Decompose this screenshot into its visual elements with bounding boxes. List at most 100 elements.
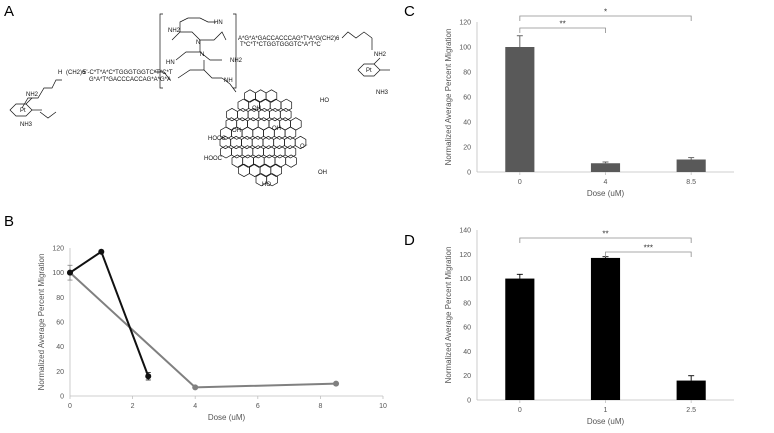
chart-d-y-axis-title: Normalized Average Percent Migration <box>444 247 453 384</box>
chart-c-y-tick-label-0: 0 <box>467 170 471 177</box>
graphene-hexagon-34 <box>284 135 296 150</box>
label-nh2-left: NH2 <box>26 92 39 98</box>
dna-left-top-strand: 5'-C*T*A*C*TGGGTGGTC*T*C*T <box>83 70 173 76</box>
graphene-hexagon-1 <box>255 89 267 103</box>
chart-d-y-tick-label-3: 60 <box>463 325 471 332</box>
graphene-hexagon-0 <box>244 89 256 103</box>
chart-d-significance-label-1: *** <box>644 244 653 253</box>
label-nh2-right: NH2 <box>230 58 243 64</box>
label-nh2-top: NH2 <box>168 28 181 34</box>
chart-c-y-tick-label-1: 20 <box>463 145 471 152</box>
graphene-hexagon-3 <box>237 98 250 112</box>
graphene-oxide-sheet <box>219 89 307 187</box>
label-hooc-left: HOOC <box>208 136 227 142</box>
graphene-hexagon-47 <box>274 154 287 168</box>
chart-b-x-tick-label-5: 10 <box>379 403 387 410</box>
chart-d-significance-label-0: ** <box>602 230 608 239</box>
label-oh-3: OH <box>232 128 241 134</box>
chart-b-x-axis-title: Dose (uM) <box>208 413 246 422</box>
chart-c-y-tick-label-2: 40 <box>463 120 471 127</box>
dna-right-top-strand: A*G*A*GACCACCCAG*T*A*G <box>238 36 320 42</box>
graphene-hexagon-50 <box>249 163 261 178</box>
label-pt-right: Pt <box>366 68 372 74</box>
chart-b-series-0-point-2 <box>145 373 152 380</box>
chart-c-y-tick-label-3: 60 <box>463 95 471 102</box>
chart-c-y-tick-label-4: 80 <box>463 70 471 77</box>
chart-b-x-tick-label-1: 2 <box>131 403 135 410</box>
label-n-2: N <box>200 52 204 58</box>
chart-b-y-tick-label-4: 80 <box>56 295 64 302</box>
chart-d-y-tick-label-2: 40 <box>463 349 471 356</box>
graphene-hexagon-29 <box>230 135 242 150</box>
chart-b-series-1-point-2 <box>333 380 340 387</box>
chart-b-x-tick-label-2: 4 <box>193 403 197 410</box>
graphene-hexagon-9 <box>237 107 249 122</box>
graphene-hexagon-6 <box>269 98 282 112</box>
chart-b-series-1-point-1 <box>192 384 199 391</box>
platinum-complex-left <box>9 97 57 119</box>
chart-b-series-1-line <box>69 271 337 389</box>
chart-d-y-tick-label-0: 0 <box>467 398 471 405</box>
label-oh-4: OH <box>318 170 327 176</box>
chart-d-bar-0 <box>505 278 535 400</box>
dna-right-bottom-strand: T*C*T*CTGGTGGGTC*A*T*C <box>240 42 321 48</box>
label-hn-2: HN <box>166 60 175 66</box>
label-nh-2: NH <box>224 78 233 84</box>
graphene-hexagon-23 <box>241 126 254 140</box>
graphene-hexagon-31 <box>251 135 264 150</box>
chart-c-significance-bracket-1 <box>519 15 692 21</box>
chart-c-x-tick-label-2: 8.5 <box>686 179 696 186</box>
graphene-hexagon-7 <box>280 98 293 112</box>
graphene-hexagon-51 <box>259 163 272 178</box>
graphene-hexagon-41 <box>273 145 286 159</box>
chart-c-significance-label-0: ** <box>560 20 566 29</box>
chart-c-significance-bracket-0 <box>519 27 606 33</box>
panel-letter-a: A <box>4 3 14 20</box>
linker-left: (CH2)6 <box>66 70 86 76</box>
label-oh-1: OH <box>252 106 261 112</box>
graphene-hexagon-8 <box>226 107 238 122</box>
label-o-minus: O⁻ <box>300 144 308 150</box>
label-nh3-left: NH3 <box>20 122 33 128</box>
chart-c-bar-2 <box>676 159 706 172</box>
chart-c-y-axis-title: Normalized Average Percent Migration <box>444 29 453 166</box>
chart-b-y-tick-label-2: 40 <box>56 344 64 351</box>
chart-b-y-tick-label-3: 60 <box>56 320 64 327</box>
graphene-hexagon-49 <box>238 163 250 178</box>
chart-d-bar-chart: 0 20 40 60 80 100 120 140 Normalized Average Per… <box>444 228 734 426</box>
label-cooh-top: HO <box>320 98 329 104</box>
chart-d-bar-2 <box>676 380 706 400</box>
chart-b-x-tick-label-0: 0 <box>68 403 72 410</box>
graphene-hexagon-32 <box>262 135 275 150</box>
right-linker-chain <box>341 31 373 39</box>
graphene-hexagon-45 <box>253 154 265 168</box>
chemical-structure-diagram: NH2 HN N N NH2 NH HN 5'-C*T*A*C*TGGGTGGT… <box>9 13 390 188</box>
chart-c-significance-label-1: * <box>604 8 607 17</box>
chart-b-y-tick-label-0: 0 <box>60 394 64 401</box>
graphene-hexagon-54 <box>266 173 278 187</box>
graphene-hexagon-27 <box>284 126 297 140</box>
label-cooh-bottom: HO <box>262 182 271 188</box>
chart-d-significance-bracket-1 <box>605 251 692 257</box>
panel-letter-b: B <box>4 213 14 230</box>
platinum-complex-right <box>357 57 390 77</box>
graphene-hexagon-36 <box>220 145 232 159</box>
graphene-hexagon-52 <box>270 163 282 178</box>
chart-b-x-tick-label-4: 8 <box>318 403 322 410</box>
chart-b-x-tick-label-3: 6 <box>256 403 260 410</box>
chart-c-bar-0 <box>505 47 535 172</box>
chart-b-y-tick-label-5: 100 <box>52 270 64 277</box>
graphene-hexagon-43 <box>231 154 244 168</box>
chart-b-y-tick-label-6: 120 <box>52 246 64 253</box>
chart-d-y-tick-label-4: 80 <box>463 300 471 307</box>
chart-c-x-axis-title: Dose (uM) <box>587 189 625 198</box>
label-hooc-bottom: HOOC <box>204 156 223 162</box>
graphene-hexagon-33 <box>273 135 285 150</box>
graphene-hexagon-2 <box>265 89 278 103</box>
chart-b-series-0-point-0 <box>67 269 73 276</box>
left-strand-link <box>154 71 171 81</box>
label-nh-1: HN <box>214 20 223 26</box>
